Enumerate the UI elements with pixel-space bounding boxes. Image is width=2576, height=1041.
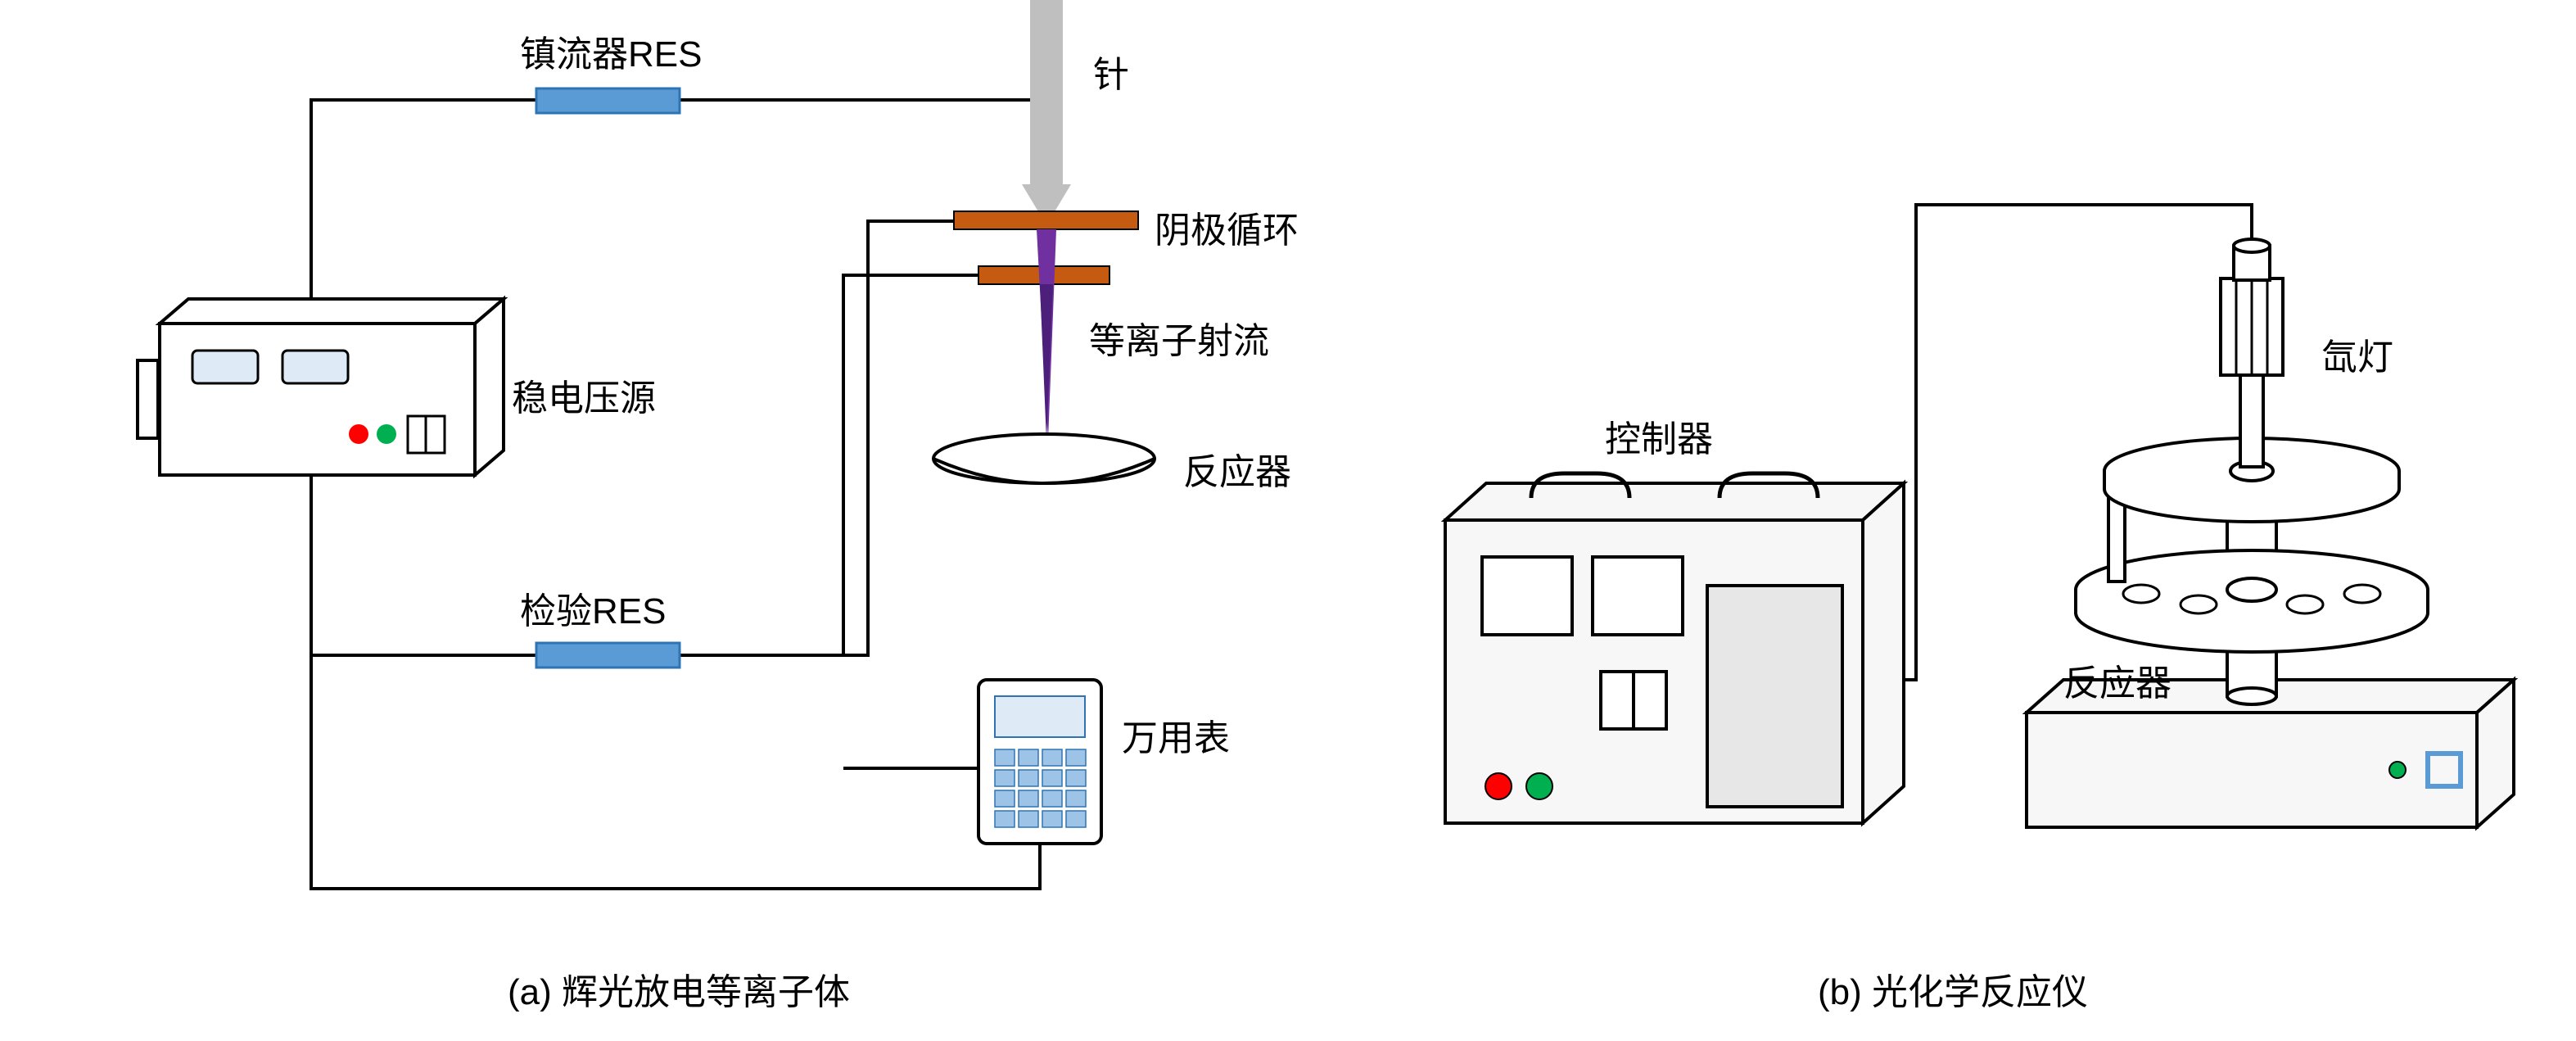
controller-label: 控制器 [1605,410,1713,462]
plasma-jet-label: 等离子射流 [1089,311,1269,364]
needle-label: 针 [1093,45,1129,97]
ballast-res [536,88,680,113]
reactor-label-left: 反应器 [1183,442,1291,495]
caption-a: (a) 辉光放电等离子体 [508,962,850,1015]
reactor-dish-icon [933,434,1155,483]
reactor-label-right: 反应器 [2063,654,2172,706]
controller-icon [1445,473,1904,823]
ballast-label: 镇流器RES [520,25,702,77]
multimeter-icon [978,680,1101,844]
cathode-electrode-top [954,211,1138,229]
power-supply-label: 稳电压源 [512,369,656,421]
multimeter-label: 万用表 [1122,708,1230,761]
xe-lamp-label: 氙灯 [2321,328,2393,380]
power-supply-icon [138,299,504,475]
check-label: 检验RES [520,582,666,634]
needle-icon [1022,0,1071,225]
plasma-jet-icon [1037,229,1056,441]
caption-b: (b) 光化学反应仪 [1818,962,2088,1015]
check-res [536,643,680,668]
cathode-loop-label: 阴极循环 [1155,201,1299,253]
xe-lamp-icon [2221,239,2283,467]
